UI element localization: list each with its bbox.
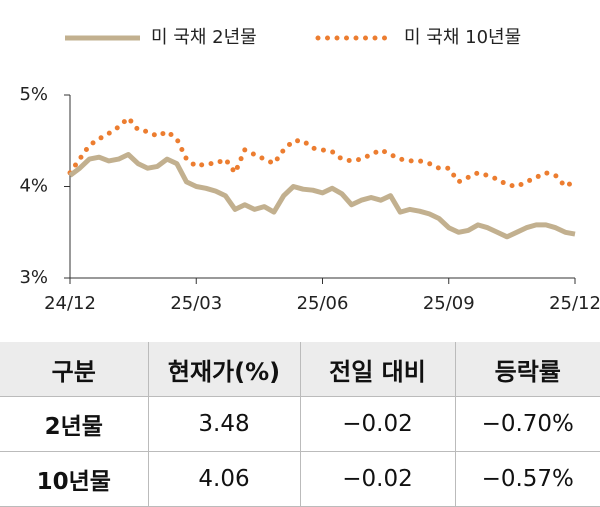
table-cell: −0.70%: [454, 396, 600, 452]
series-line: [68, 152, 576, 240]
data-table: 구분 현재가(%) 전일 대비 등락률 2년물 3.48 −0.02 −0.70% 10년물 4.…: [0, 342, 600, 507]
header-cell: 전일 대비: [299, 342, 455, 397]
x-tick-label: 25/12: [549, 293, 600, 314]
table-row: 2년물 3.48 −0.02 −0.70%: [0, 396, 600, 452]
header-row: 구분 현재가(%) 전일 대비 등락률: [0, 342, 600, 397]
header-cell: 등락률: [454, 342, 600, 397]
y-tick-label: 5%: [19, 84, 48, 105]
table-cell: 10년물: [0, 451, 148, 507]
legend-label: 미 국채 10년물: [404, 27, 521, 48]
table-cell: −0.02: [299, 396, 455, 452]
header-cell: 구분: [0, 342, 148, 397]
table-body: 구분 현재가(%) 전일 대비 등락률 2년물 3.48 −0.02 −0.70% 10년물 4.…: [0, 342, 600, 507]
y-tick-label: 3%: [19, 267, 48, 288]
x-tick-label: 24/12: [44, 293, 96, 314]
x-tick-label: 25/09: [423, 293, 475, 314]
series-line: [67, 114, 578, 190]
x-tick-label: 25/06: [297, 293, 349, 314]
table-row: 10년물 4.06 −0.02 −0.57%: [0, 451, 600, 507]
table-cell: 3.48: [147, 396, 300, 452]
table-cell: 4.06: [147, 451, 300, 507]
header-cell: 현재가(%): [147, 342, 300, 397]
table-cell: −0.57%: [454, 451, 600, 507]
table-cell: −0.02: [299, 451, 455, 507]
y-tick-label: 4%: [19, 176, 48, 197]
x-tick-label: 25/03: [170, 293, 222, 314]
table-cell: 2년물: [0, 396, 148, 452]
legend-label: 미 국채 2년물: [151, 27, 257, 48]
chart: 3% 4% 5% 24/12 25/03 25/06 25/09 25/12 미 국채 2년물 미…: [19, 27, 600, 314]
